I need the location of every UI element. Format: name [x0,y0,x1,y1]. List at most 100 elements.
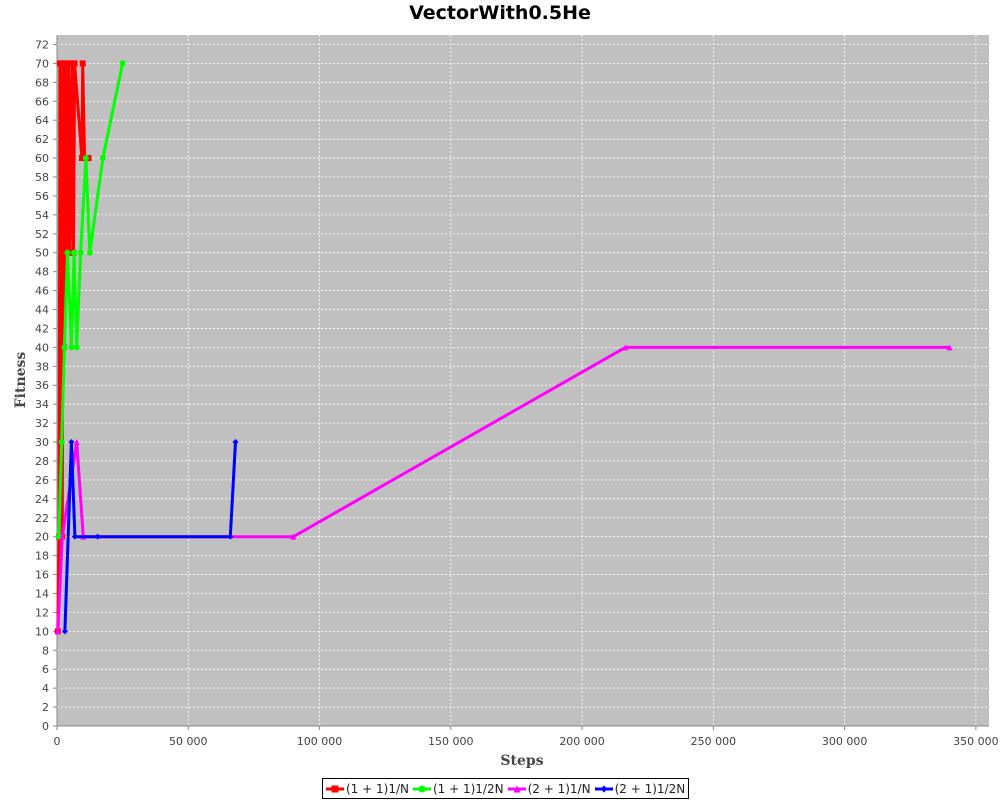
data-point [58,155,65,162]
y-tick-label: 24 [35,493,49,506]
y-tick-label: 48 [35,266,49,279]
y-tick-label: 64 [35,114,49,127]
y-tick-label: 16 [35,569,49,582]
data-point [73,344,80,351]
data-point [68,155,75,162]
data-point [61,628,68,635]
y-tick-label: 44 [35,304,49,317]
y-tick-label: 14 [35,587,49,600]
x-tick-label: 0 [54,735,61,748]
data-point [227,533,234,540]
legend-swatch-marker [418,785,426,792]
data-point [64,249,71,256]
y-tick-label: 30 [35,436,49,449]
y-axis-label: Fitness [13,352,29,409]
data-point [99,155,106,162]
x-tick-label: 200 000 [559,735,605,748]
y-tick-label: 56 [35,190,49,203]
legend-label: (1 + 1)1/2N [432,781,504,796]
legend-swatch [594,785,613,792]
data-point [119,60,126,67]
y-tick-label: 70 [35,57,49,70]
y-tick-label: 4 [42,682,49,695]
series-line [56,61,89,632]
y-tick-label: 62 [35,133,49,146]
y-tick-label: 50 [35,247,49,260]
data-point [232,439,239,446]
data-point [58,439,65,446]
x-tick-label: 300 000 [822,735,868,748]
data-point [86,249,93,256]
data-point [56,60,63,67]
x-tick-label: 250 000 [691,735,737,748]
y-tick-label: 40 [35,341,49,354]
y-tick-label: 42 [35,322,49,335]
y-tick-label: 52 [35,228,49,241]
legend-swatch-marker [331,785,339,792]
y-tick-label: 6 [42,663,49,676]
data-point [946,344,953,351]
series-line [63,440,237,632]
y-tick-label: 60 [35,152,49,165]
data-point [71,249,78,256]
x-axis-label: Steps [500,753,543,769]
y-tick-label: 34 [35,398,49,411]
x-tick-label: 350 000 [953,735,999,748]
data-point [68,344,75,351]
legend-swatch-marker [600,785,608,792]
legend-swatch [507,785,526,792]
x-tick-label: 100 000 [297,735,343,748]
y-tick-label: 0 [42,720,49,733]
data-point [66,60,73,67]
data-point [94,533,101,540]
data-point [82,155,89,162]
y-tick-label: 54 [35,209,49,222]
data-point [65,155,72,162]
data-point [290,533,297,540]
series-line [57,63,125,537]
y-tick-label: 38 [35,360,49,373]
data-point [79,60,86,67]
data-point [68,439,75,446]
x-tick-label: 150 000 [428,735,474,748]
y-tick-label: 10 [35,625,49,638]
chart-title: VectorWith0.5He [409,2,591,24]
legend-swatch-marker [513,785,521,792]
data-point [61,344,68,351]
y-tick-label: 12 [35,606,49,619]
legend-item: (2 + 1)1/N [507,781,591,796]
legend: (1 + 1)1/N (1 + 1)1/2N (2 + 1)1/N (2 + 1)1/… [322,778,690,799]
legend-label: (2 + 1)1/2N [614,781,686,796]
y-tick-label: 26 [35,474,49,487]
y-tick-label: 58 [35,171,49,184]
y-tick-label: 72 [35,38,49,51]
data-point [71,533,78,540]
data-point [59,533,66,540]
data-point [71,60,78,67]
series-layer [54,60,953,635]
data-point [73,439,80,446]
legend-item: (2 + 1)1/2N [594,781,686,796]
y-tick-label: 28 [35,455,49,468]
legend-label: (2 + 1)1/N [527,781,591,796]
legend-item: (1 + 1)1/N [326,782,409,796]
tick-labels: 0246810121416182022242628303234363840424… [35,38,999,748]
y-tick-label: 18 [35,550,49,563]
x-tick-label: 50 000 [169,735,208,748]
y-tick-label: 2 [42,701,49,714]
y-tick-label: 32 [35,417,49,430]
legend-swatch [412,785,431,792]
y-tick-label: 20 [35,531,49,544]
legend-label: (1 + 1)1/N [346,781,409,796]
y-tick-label: 46 [35,285,49,298]
data-point [54,628,61,635]
legend-item: (1 + 1)1/2N [412,781,504,796]
y-tick-label: 68 [35,76,49,89]
legend-swatch [326,785,344,792]
y-tick-label: 66 [35,95,49,108]
data-point [62,60,69,67]
y-tick-label: 8 [42,644,49,657]
y-tick-label: 22 [35,512,49,525]
data-point [622,344,629,351]
